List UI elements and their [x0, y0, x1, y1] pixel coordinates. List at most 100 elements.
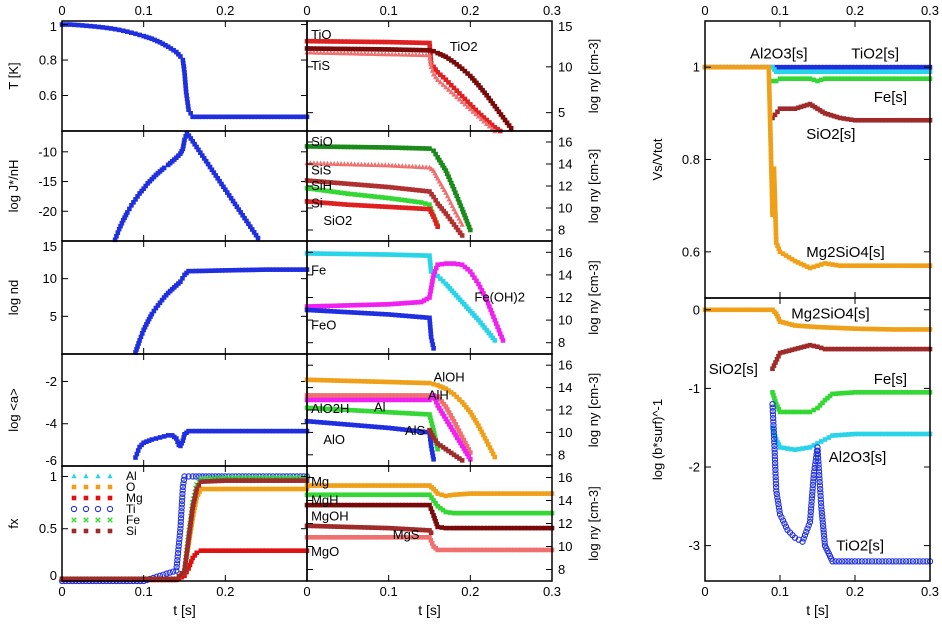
data-point-T — [100, 25, 106, 30]
data-point-Si — [277, 478, 283, 483]
y-axis-label: log ny [cm-3] — [586, 486, 601, 560]
data-point-AlO — [348, 422, 354, 428]
data-point-Mg2SiO4[s] — [900, 263, 906, 268]
data-point-Mg2SiO4[s] — [768, 130, 773, 135]
data-point-TiO2[s] — [920, 558, 927, 565]
data-point-TiO — [438, 72, 443, 78]
data-point-SiH — [376, 183, 381, 189]
data-point-Mg — [274, 548, 279, 553]
data-point-Mg2SiO4[s] — [849, 326, 854, 331]
y-tick-label: 10 — [558, 201, 572, 216]
data-point-TiO2[s] — [803, 528, 810, 536]
data-point-TiO2 — [431, 48, 436, 54]
data-point-Al2O3[s] — [900, 69, 906, 75]
data-point-O — [216, 486, 221, 492]
data-point-AlOH — [379, 379, 385, 385]
data-point-AlH — [365, 393, 371, 398]
data-point-Mg2SiO4[s] — [900, 327, 906, 332]
data-point-Fe[s] — [820, 400, 825, 406]
data-point-Fe — [379, 252, 385, 257]
data-point-AlH — [456, 428, 462, 433]
data-point-TiO2[s] — [770, 414, 777, 422]
data-point-Mg — [176, 576, 182, 581]
data-point-a — [270, 428, 276, 434]
data-point-Mg2SiO4[s] — [773, 226, 779, 232]
data-point-Mg2SiO4[s] — [799, 323, 804, 329]
data-point-nd — [236, 267, 242, 273]
data-point-Mg — [478, 491, 483, 496]
data-point-AlH — [461, 437, 467, 443]
y-tick-label: 16 — [558, 135, 572, 150]
data-point-nd — [180, 275, 185, 281]
data-point-O — [280, 486, 286, 492]
data-point-Fe — [359, 251, 364, 257]
x-axis-label: t [s] — [418, 602, 441, 618]
data-point-Al — [434, 399, 439, 405]
data-point-Fe(OH)2 — [431, 272, 436, 278]
data-point-MgO — [369, 535, 374, 540]
data-point-AlS — [457, 456, 462, 461]
data-point-Fe — [427, 253, 432, 258]
data-point-Fe[s] — [843, 390, 848, 396]
data-point-AlOH — [420, 380, 425, 386]
series-J — [112, 130, 261, 243]
data-point-AlO2H — [355, 408, 361, 413]
data-point-J — [253, 232, 259, 238]
data-point-T — [255, 114, 261, 120]
data-point-Si — [280, 478, 286, 483]
data-point-TiO2[s] — [817, 496, 824, 503]
data-point-AlH — [416, 393, 422, 398]
data-point-AlOH — [338, 378, 344, 383]
data-point-O — [274, 486, 279, 492]
data-point-Fe[s] — [800, 76, 805, 82]
data-point-Mg2SiO4[s] — [893, 263, 899, 268]
data-point-MgOH — [429, 509, 435, 515]
data-point-MgS — [338, 524, 344, 530]
data-point-Mg2SiO4[s] — [802, 323, 807, 329]
data-point-Al — [328, 397, 334, 403]
data-point-MgH — [433, 501, 438, 506]
data-point-Fe — [403, 252, 408, 258]
data-point-Mg2SiO4[s] — [801, 262, 807, 268]
data-point-MgOH — [416, 502, 422, 508]
data-point-Fe[s] — [910, 76, 916, 82]
data-point-MgH — [406, 492, 412, 498]
data-point-FeO — [359, 310, 364, 316]
data-point-MgS — [335, 524, 340, 529]
data-point-TiO2[s] — [818, 503, 825, 510]
data-point-SiO2[s] — [781, 106, 787, 112]
data-point-MgOH — [454, 525, 460, 531]
data-point-TiO2 — [413, 47, 419, 53]
data-point-Al — [365, 397, 371, 403]
data-point-Al2O3[s] — [801, 69, 807, 75]
data-point-MgO — [410, 535, 415, 540]
panel-frame — [61, 240, 308, 355]
data-point-TiO2[s] — [865, 558, 872, 565]
data-point-Al2O3[s] — [914, 431, 919, 437]
data-point-MgO — [488, 547, 494, 553]
panel-frame — [61, 353, 308, 467]
data-point-SiS — [335, 160, 341, 167]
data-point-a — [240, 428, 245, 434]
data-point-TiS — [445, 86, 452, 92]
data-point-Fe[s] — [839, 390, 845, 396]
data-point-Fe(OH)2 — [389, 301, 395, 307]
data-point-AlO2H — [321, 406, 327, 411]
data-point-TiO2 — [438, 52, 443, 57]
data-point-T — [229, 114, 235, 120]
data-point-SiO2[s] — [815, 344, 820, 350]
data-point-MgH — [519, 510, 524, 516]
data-point-Mg — [464, 491, 470, 497]
data-point-T — [185, 103, 191, 109]
data-point-Fe — [393, 252, 398, 258]
data-point-T — [183, 89, 189, 95]
data-point-Mg2SiO4[s] — [709, 64, 715, 70]
data-point-AlO2H — [434, 443, 440, 449]
data-point-TiO2[s] — [769, 404, 776, 411]
data-point-SiO — [369, 144, 374, 150]
data-point-SiO2[s] — [856, 117, 861, 123]
data-point-MgH — [512, 510, 517, 516]
data-point-Al2O3[s] — [897, 69, 902, 75]
data-point-Mg — [260, 548, 266, 553]
